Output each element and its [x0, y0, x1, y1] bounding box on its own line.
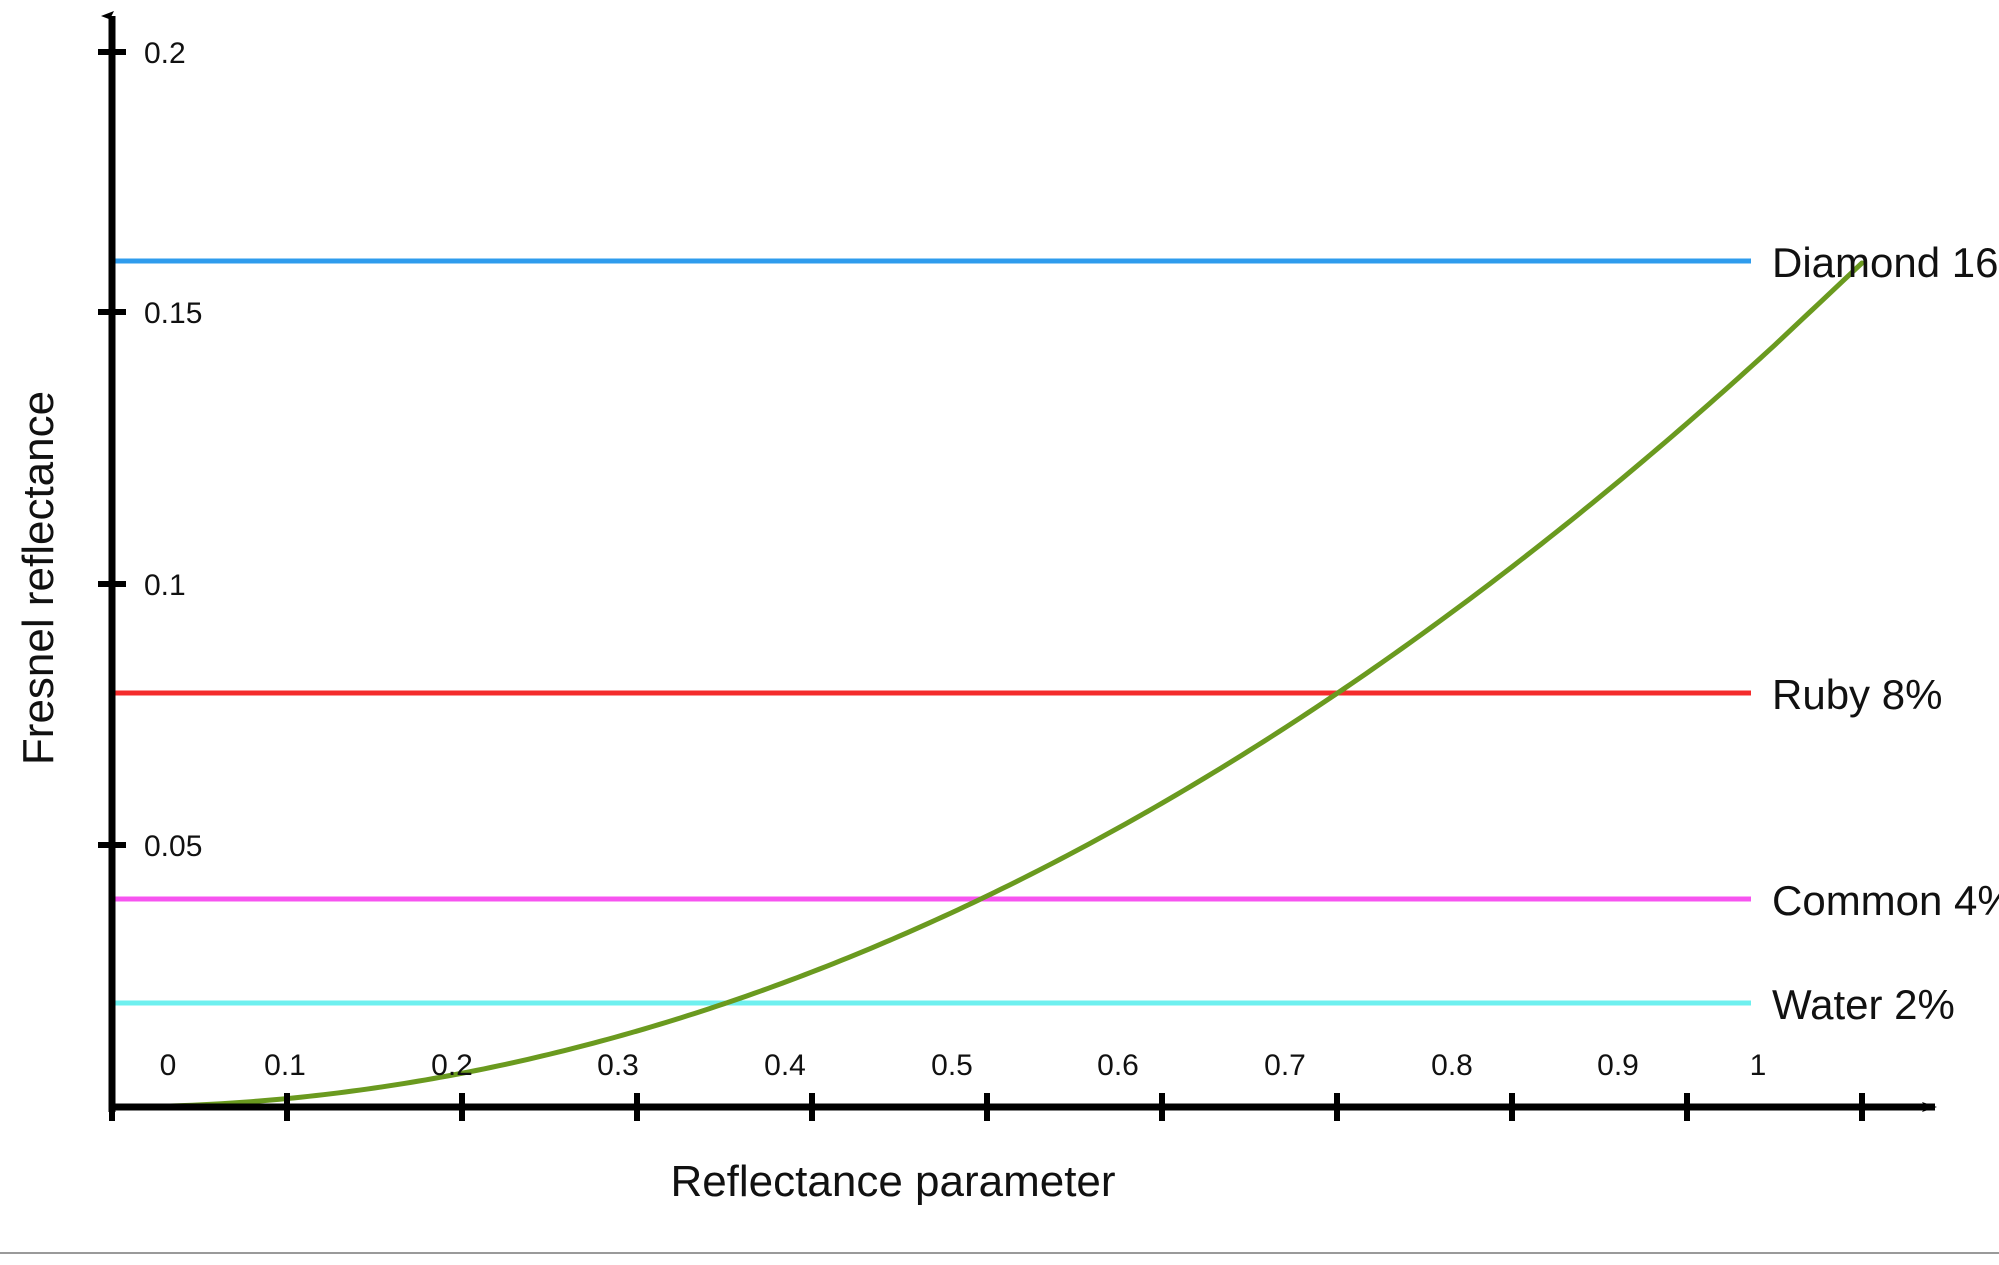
series-label-common: Common 4% — [1772, 877, 1999, 924]
x-tick-label-0.5: 0.5 — [931, 1049, 973, 1082]
x-tick-label-0: 0 — [160, 1049, 177, 1082]
y-axis-tick-labels: 0.05 0.1 0.15 0.2 — [144, 37, 202, 863]
series-label-water: Water 2% — [1772, 981, 1955, 1028]
x-tick-label-1: 1 — [1750, 1049, 1767, 1082]
x-tick-label-0.1: 0.1 — [264, 1049, 306, 1082]
y-axis-title: Fresnel reflectance — [14, 391, 63, 765]
x-tick-label-0.8: 0.8 — [1431, 1049, 1473, 1082]
x-tick-label-0.4: 0.4 — [764, 1049, 806, 1082]
bottom-divider — [0, 1252, 1999, 1254]
y-tick-label-0.15: 0.15 — [144, 297, 202, 330]
x-axis-tick-labels: 0 0.1 0.2 0.3 0.4 0.5 0.6 0.7 0.8 0.9 1 — [160, 1049, 1767, 1082]
series-label-ruby: Ruby 8% — [1772, 671, 1942, 718]
series-label-diamond: Diamond 16% — [1772, 239, 1999, 286]
x-axis-title: Reflectance parameter — [670, 1157, 1115, 1206]
y-axis-ticks — [98, 49, 126, 848]
y-tick-label-0.05: 0.05 — [144, 830, 202, 863]
x-tick-label-0.7: 0.7 — [1264, 1049, 1306, 1082]
x-tick-label-0.9: 0.9 — [1597, 1049, 1639, 1082]
x-axis-ticks — [109, 1093, 1865, 1121]
x-tick-label-0.3: 0.3 — [597, 1049, 639, 1082]
y-tick-label-0.1: 0.1 — [144, 569, 186, 602]
x-tick-label-0.2: 0.2 — [431, 1049, 473, 1082]
x-tick-label-0.6: 0.6 — [1097, 1049, 1139, 1082]
y-tick-label-0.2: 0.2 — [144, 37, 186, 70]
fresnel-curve — [109, 260, 1865, 1110]
